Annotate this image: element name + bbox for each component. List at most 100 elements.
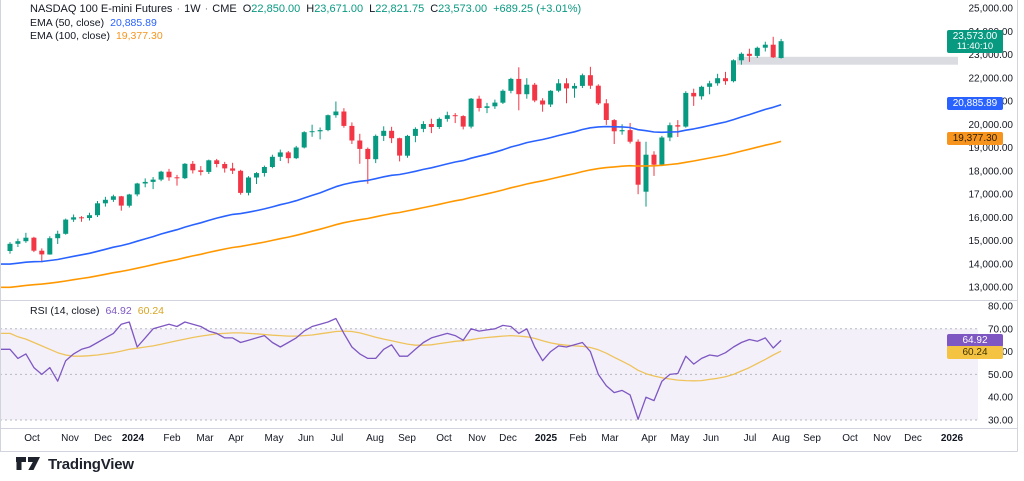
candle-body [142,181,148,184]
candle-body [277,152,283,157]
rsi-ma-value-badge: 60.24 [947,346,1003,359]
open-label: O [242,3,252,15]
candle-body [293,147,299,159]
time-axis-label: 2025 [535,433,558,444]
rsi-axis-label: 80.00 [988,302,1013,313]
candle-body [365,148,371,160]
rsi-value: 64.92 [105,305,132,317]
candle-body [516,78,522,95]
candle-body [246,177,251,193]
candle-body [468,98,474,127]
candle-body [754,47,760,56]
symbol-title[interactable]: NASDAQ 100 E-mini Futures [30,3,173,15]
candle-body [325,115,331,131]
time-axis-label: Jun [703,433,719,444]
candle-body [524,84,530,95]
open-value: 22,850.00 [251,3,301,15]
candle-body [381,130,387,136]
ema100-legend[interactable]: EMA (100, close) 19,377.30 [30,30,581,44]
candlestick-series [7,36,784,263]
price-axis-label: 15,000.00 [969,236,1014,247]
price-axis-label: 18,000.00 [969,166,1014,177]
candle-body [683,92,689,127]
time-axis-label: Nov [873,433,891,444]
rsi-axis-label: 70.00 [988,324,1013,335]
candle-body [564,83,569,89]
candle-body [31,237,37,251]
low-label: L [369,3,376,15]
candle-body [556,83,562,91]
time-axis-label: Dec [904,433,922,444]
legend-separator: · [176,3,181,15]
candle-body [126,194,132,206]
candle-body [651,154,657,165]
time-axis-label: Sep [398,433,416,444]
ema50-legend[interactable]: EMA (50, close) 20,885.89 [30,17,581,31]
candle-body [659,137,665,165]
time-axis-label: Aug [366,433,384,444]
candle-body [643,154,649,192]
tradingview-logo[interactable]: TradingView [16,455,134,473]
candle-body [15,241,21,244]
symbol-row[interactable]: NASDAQ 100 E-mini Futures · 1W · CME O22,850.… [30,3,581,17]
candle-body [190,163,196,171]
candle-body [723,78,728,82]
time-axis-label: Jul [744,433,757,444]
candle-body [715,78,721,84]
time-axis-label: Oct [436,433,452,444]
time-axis-label: Jul [331,433,344,444]
time-axis[interactable]: Oct Nov Dec 2024 Feb Mar Apr May Jun Jul Aug Sep Oct… [24,433,963,444]
candle-body [691,92,697,97]
candle-body [254,173,259,178]
rsi-label: RSI (14, close) [30,305,100,317]
exchange-label[interactable]: CME [212,3,237,15]
time-axis-label: Oct [842,433,858,444]
ema100-value: 19,377.30 [115,30,163,42]
candle-body [484,106,490,108]
candle-body [699,86,705,97]
time-axis-label: 2024 [122,433,145,444]
candle-body [675,125,681,127]
time-axis-label: Jun [298,433,314,444]
candle-body [285,152,291,159]
rsi-axis-label: 30.00 [988,416,1013,427]
candle-body [55,233,61,239]
candle-body [500,90,506,103]
candle-body [619,130,625,132]
candle-body [587,75,593,86]
candle-body [269,156,275,167]
price-axis-label: 25,000.00 [969,4,1014,15]
candle-body [540,100,546,105]
candle-body [476,98,482,108]
candle-body [731,60,736,82]
rsi-legend[interactable]: RSI (14, close) 64.92 60.24 [30,305,164,319]
rsi-ma-value: 60.24 [137,305,165,317]
time-axis-label: Aug [772,433,790,444]
time-axis-label: Apr [228,433,244,444]
candle-body [341,111,347,126]
tradingview-logo-text: TradingView [48,455,134,473]
candle-body [548,90,554,105]
candle-body [532,84,538,101]
time-axis-label: Oct [24,433,40,444]
candle-body [222,164,228,169]
close-label: C [430,3,439,15]
last-price-badge: 23,573.00 11:40:10 [947,30,1003,53]
time-axis-label: May [671,433,690,444]
candle-body [309,131,315,133]
candle-body [95,203,100,216]
candle-body [412,128,418,136]
candle-body [182,163,188,179]
legend-separator: · [204,3,209,15]
time-axis-label: Dec [94,433,112,444]
candle-body [79,217,84,219]
time-axis-label: Nov [61,433,79,444]
interval-label[interactable]: 1W [184,3,201,15]
time-axis-label: May [265,433,284,444]
candle-body [214,160,220,164]
candle-body [635,141,641,185]
candle-body [71,217,77,220]
time-axis-label: 2026 [941,433,964,444]
time-axis-label: Mar [196,433,214,444]
